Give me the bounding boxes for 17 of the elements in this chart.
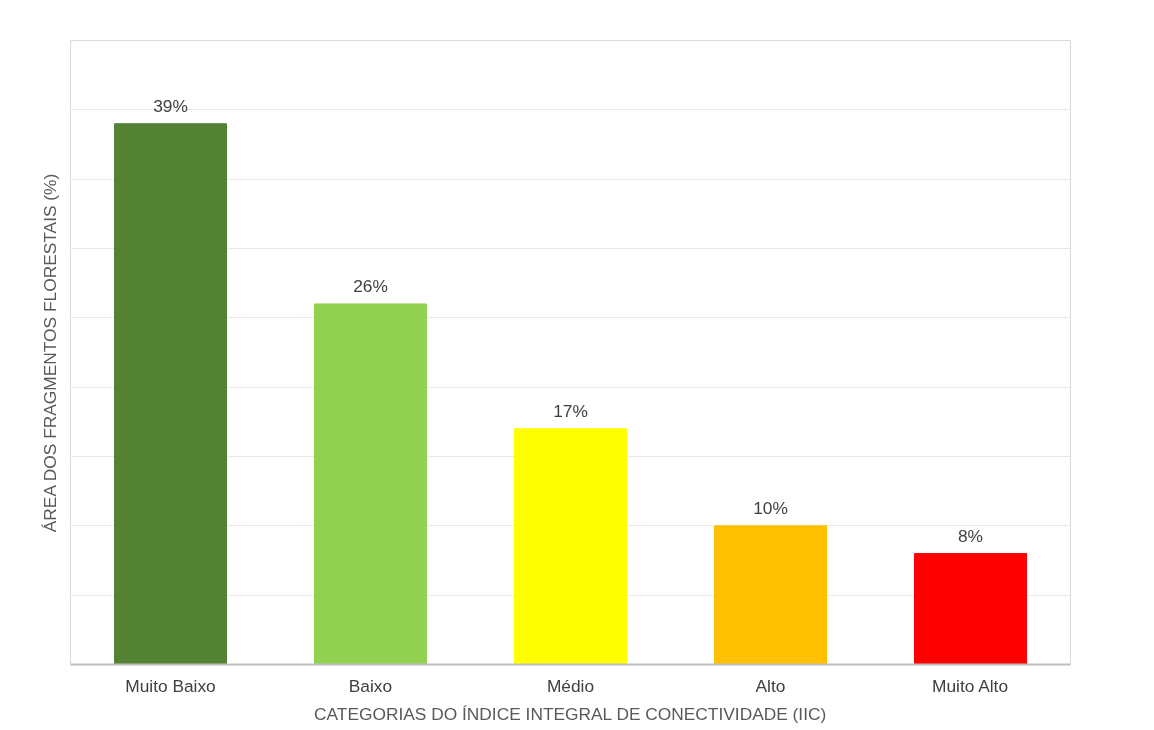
bar xyxy=(514,428,627,665)
bar xyxy=(114,123,227,665)
y-axis-title: ÁREA DOS FRAGMENTOS FLORESTAIS (%) xyxy=(39,173,60,533)
x-tick-label: Muito Baixo xyxy=(125,675,216,696)
data-label: 10% xyxy=(753,497,788,518)
data-label: 17% xyxy=(553,400,588,421)
x-tick-label: Alto xyxy=(755,675,786,696)
data-label: 26% xyxy=(353,275,388,296)
x-tick-label: Médio xyxy=(546,675,595,696)
x-tick-label: Baixo xyxy=(348,675,393,696)
bar xyxy=(314,303,427,665)
x-tick-label: Muito Alto xyxy=(931,675,1009,696)
x-axis-title: CATEGORIAS DO ÍNDICE INTEGRAL DE CONECTIVIDADE (IIC) xyxy=(314,703,827,724)
data-label: 39% xyxy=(153,95,188,116)
bar xyxy=(914,553,1027,665)
bar xyxy=(714,525,827,665)
data-label: 8% xyxy=(957,525,984,546)
